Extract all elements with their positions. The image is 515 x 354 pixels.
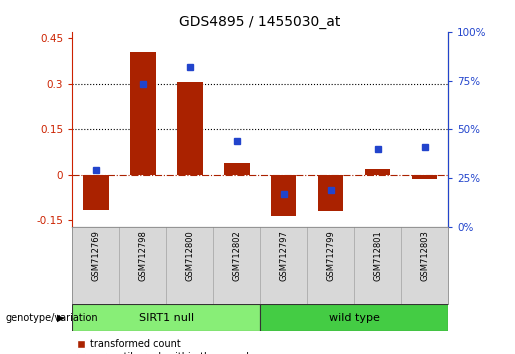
Text: wild type: wild type bbox=[329, 313, 380, 323]
Text: GSM712803: GSM712803 bbox=[420, 230, 429, 281]
Text: ▶: ▶ bbox=[57, 313, 64, 323]
Bar bbox=[224, 163, 249, 175]
Title: GDS4895 / 1455030_at: GDS4895 / 1455030_at bbox=[179, 16, 341, 29]
Text: SIRT1 null: SIRT1 null bbox=[139, 313, 194, 323]
Bar bbox=[271, 175, 297, 216]
Text: GSM712800: GSM712800 bbox=[185, 230, 194, 281]
Bar bbox=[365, 169, 390, 175]
Text: GSM712802: GSM712802 bbox=[232, 230, 241, 281]
Text: GSM712769: GSM712769 bbox=[91, 230, 100, 281]
Bar bbox=[72, 304, 260, 331]
Bar bbox=[318, 175, 344, 211]
Bar bbox=[83, 175, 109, 210]
Text: GSM712799: GSM712799 bbox=[326, 230, 335, 281]
Bar bbox=[260, 304, 448, 331]
Bar bbox=[130, 52, 156, 175]
Bar bbox=[411, 175, 437, 179]
Text: genotype/variation: genotype/variation bbox=[5, 313, 98, 323]
Legend: transformed count, percentile rank within the sample: transformed count, percentile rank withi… bbox=[77, 339, 254, 354]
Text: GSM712798: GSM712798 bbox=[138, 230, 147, 281]
Bar bbox=[177, 82, 202, 175]
Text: GSM712797: GSM712797 bbox=[279, 230, 288, 281]
Text: GSM712801: GSM712801 bbox=[373, 230, 382, 281]
